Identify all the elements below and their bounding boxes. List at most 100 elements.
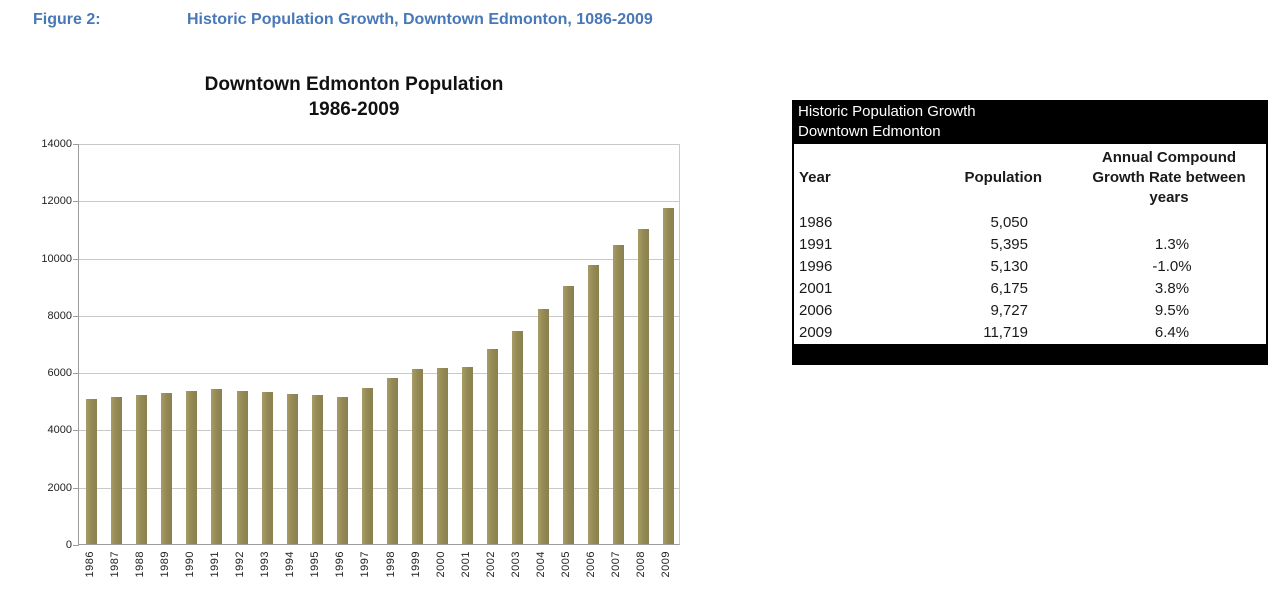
y-tick-label: 14000 [41, 138, 72, 150]
cell-growth-rate: 3.8% [1154, 280, 1190, 297]
table-footer-bar [792, 344, 1268, 365]
bar-2008 [637, 228, 649, 544]
y-axis-tick [73, 201, 79, 203]
chart-title-line1: Downtown Edmonton Population [204, 74, 504, 95]
y-axis-tick [73, 373, 79, 375]
y-tick-label: 0 [65, 539, 72, 551]
x-tick-label: 2000 [434, 551, 447, 578]
population-table: Historic Population Growth Downtown Edmo… [792, 100, 1268, 365]
table-row: 1991 5,395 1.3% [794, 234, 1266, 256]
table-row: 2009 11,719 6.4% [794, 322, 1266, 344]
gridline [79, 373, 679, 375]
gridline [79, 258, 679, 260]
x-tick-label: 2004 [535, 551, 548, 578]
plot-area [73, 144, 680, 546]
gridline [79, 487, 679, 489]
x-tick-label: 1999 [409, 551, 422, 578]
y-axis-tick [73, 258, 79, 260]
y-axis-tick [73, 315, 79, 317]
bar-2007 [612, 245, 624, 544]
y-tick-label: 6000 [47, 367, 72, 380]
x-tick-label: 2009 [660, 551, 673, 578]
y-axis-tick [73, 144, 79, 145]
x-tick-label: 2001 [459, 551, 472, 578]
gridline [79, 430, 679, 432]
bar-1999 [412, 369, 424, 544]
gridline [79, 315, 679, 317]
x-tick-label: 2008 [635, 551, 648, 578]
x-tick-label: 1992 [234, 551, 247, 578]
x-tick-label: 1986 [83, 551, 96, 578]
x-tick-label: 1989 [158, 551, 171, 578]
bar-1998 [387, 377, 399, 544]
x-tick-label: 1988 [133, 551, 146, 578]
bar-1995 [311, 395, 323, 544]
cell-population: 5,130 [990, 258, 1028, 275]
figure-caption-label: Figure 2: [33, 11, 101, 28]
table-header-row: Year Population Annual Compound Growth R… [794, 144, 1266, 212]
bar-2000 [437, 367, 449, 544]
column-header-year: Year [799, 169, 831, 186]
x-tick-label: 1994 [284, 551, 297, 578]
table-body: Year Population Annual Compound Growth R… [792, 144, 1268, 344]
table-row: 2006 9,727 9.5% [794, 300, 1266, 322]
bar-1988 [136, 395, 148, 544]
table-row: 1996 5,130 -1.0% [794, 256, 1266, 278]
bar-2003 [512, 330, 524, 544]
population-bar-chart: Downtown Edmonton Population 1986-2009 0… [28, 70, 680, 591]
x-tick-label: 2006 [585, 551, 598, 578]
x-tick-label: 1990 [183, 551, 196, 578]
bar-1996 [336, 397, 348, 544]
column-header-growth-rate: Annual Compound Growth Rate between year… [1092, 149, 1246, 206]
y-tick-label: 8000 [47, 309, 72, 322]
bar-2001 [462, 367, 474, 544]
table-title-line2: Downtown Edmonton [798, 123, 941, 140]
x-tick-label: 2003 [509, 551, 522, 578]
cell-population: 6,175 [990, 280, 1028, 297]
y-axis-tick [73, 545, 79, 546]
table-row: 1986 5,050 [794, 212, 1266, 234]
y-tick-label: 12000 [41, 195, 72, 208]
x-tick-label: 2007 [610, 551, 623, 578]
x-tick-label: 2002 [484, 551, 497, 578]
x-tick-label: 1993 [259, 551, 272, 578]
cell-population: 9,727 [990, 302, 1028, 319]
bar-1987 [111, 397, 123, 544]
bar-2004 [537, 309, 549, 544]
cell-year: 1991 [799, 236, 833, 253]
cell-year: 1986 [799, 214, 833, 231]
y-axis-tick [73, 487, 79, 489]
bar-2005 [562, 286, 574, 544]
bar-1989 [161, 392, 173, 544]
bar-2006 [587, 265, 599, 544]
table-title-bar: Historic Population Growth Downtown Edmo… [792, 100, 1268, 144]
chart-title-line2: 1986-2009 [308, 99, 400, 120]
cell-year: 2001 [799, 280, 833, 297]
bar-1994 [286, 393, 298, 544]
cell-population: 5,050 [990, 214, 1028, 231]
x-tick-label: 2005 [560, 551, 573, 578]
cell-growth-rate: 9.5% [1154, 302, 1190, 319]
column-header-population: Population [964, 169, 1043, 186]
gridline [79, 201, 679, 203]
cell-year: 1996 [799, 258, 833, 275]
cell-growth-rate [1044, 212, 1266, 234]
figure-caption: Figure 2: Historic Population Growth, Do… [0, 11, 1280, 35]
bar-1997 [361, 387, 373, 544]
x-tick-label: 1998 [384, 551, 397, 578]
bar-1993 [261, 392, 273, 544]
table-row: 2001 6,175 3.8% [794, 278, 1266, 300]
figure-caption-title: Historic Population Growth, Downtown Edm… [187, 11, 653, 28]
x-tick-label: 1995 [309, 551, 322, 578]
cell-year: 2009 [799, 324, 833, 341]
bar-1986 [86, 399, 98, 544]
bar-2009 [662, 208, 674, 544]
cell-year: 2006 [799, 302, 833, 319]
bar-1990 [186, 390, 198, 544]
x-tick-label: 1991 [208, 551, 221, 578]
cell-population: 11,719 [983, 324, 1028, 341]
y-axis-tick [73, 430, 79, 432]
x-tick-label: 1997 [359, 551, 372, 578]
bar-2002 [487, 349, 499, 544]
cell-growth-rate: 1.3% [1154, 236, 1190, 253]
